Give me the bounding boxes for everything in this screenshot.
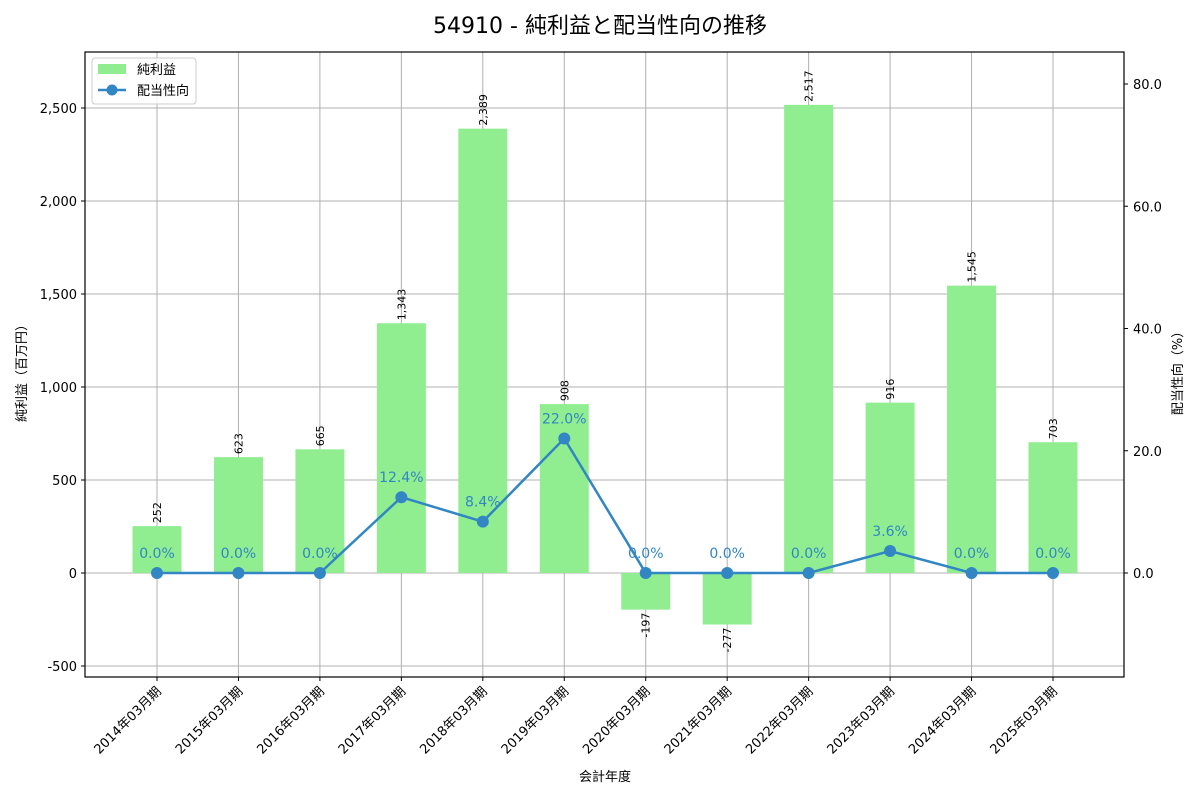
- bar-value-label: 1,545: [966, 251, 979, 283]
- payout-value-label: 0.0%: [221, 546, 257, 562]
- bar: [621, 573, 671, 610]
- payout-marker: [884, 544, 897, 557]
- bar-value-label: 623: [232, 433, 245, 454]
- x-tick-label: 2017年03月期: [336, 684, 409, 757]
- left-y-axis: -500 0 500 1,000 1,500 2,000 2,500: [40, 102, 85, 675]
- payout-marker: [313, 567, 326, 579]
- payout-marker: [395, 491, 408, 504]
- payout-marker: [802, 567, 815, 579]
- bar-value-label: 1,343: [395, 289, 408, 321]
- y2-tick-label: 80.0: [1133, 78, 1162, 93]
- y-tick-label: 2,000: [40, 195, 77, 210]
- bar-value-label: 252: [151, 502, 164, 523]
- x-tick-label: 2025年03月期: [988, 684, 1061, 757]
- y-tick-label: 0: [69, 567, 77, 582]
- payout-value-label: 0.0%: [302, 546, 338, 562]
- bar: [539, 404, 589, 573]
- payout-marker: [558, 432, 571, 445]
- bar-value-label: 2,517: [803, 70, 816, 102]
- x-tick-label: 2022年03月期: [743, 684, 816, 757]
- payout-value-label: 12.4%: [379, 470, 423, 486]
- payout-value-label: 22.0%: [542, 412, 586, 428]
- payout-marker: [476, 515, 489, 528]
- x-tick-label: 2020年03月期: [580, 684, 653, 757]
- y2-tick-label: 40.0: [1133, 323, 1162, 338]
- x-axis: 2014年03月期 2015年03月期 2016年03月期 2017年03月期 2018…: [92, 677, 1061, 758]
- bar: [376, 323, 426, 573]
- x-tick-label: 2018年03月期: [417, 684, 490, 757]
- x-tick-label: 2014年03月期: [92, 684, 165, 757]
- payout-marker: [151, 567, 163, 579]
- y2-tick-label: 60.0: [1133, 200, 1162, 215]
- bar-value-label: -277: [721, 628, 734, 653]
- payout-value-label: 0.0%: [954, 546, 990, 562]
- bar-value-label: -197: [640, 613, 653, 638]
- bar-value-label: 703: [1047, 418, 1060, 439]
- bar-value-label: 665: [314, 425, 327, 446]
- bar: [458, 128, 508, 573]
- plot-frame: [84, 51, 1125, 678]
- x-tick-label: 2015年03月期: [173, 684, 246, 757]
- payout-value-label: 3.6%: [872, 524, 908, 540]
- payout-marker: [965, 567, 978, 579]
- payout-marker: [232, 567, 245, 579]
- bar: [1028, 442, 1078, 573]
- payout-value-label: 0.0%: [628, 546, 664, 562]
- y-tick-label: -500: [47, 660, 77, 675]
- right-y-axis-label: 配当性向（%）: [1170, 325, 1186, 415]
- payout-polyline: [157, 436, 1053, 575]
- bar: [865, 402, 915, 573]
- payout-line: [151, 432, 1059, 579]
- legend-label-net-income: 純利益: [137, 63, 176, 78]
- payout-value-label: 8.4%: [465, 495, 501, 511]
- chart-title: 54910 - 純利益と配当性向の推移: [433, 14, 767, 39]
- payout-marker: [639, 567, 652, 579]
- bar-value-label: 2,389: [477, 94, 490, 126]
- legend: 純利益 配当性向: [91, 57, 197, 105]
- y2-tick-label: 0.0: [1133, 567, 1154, 582]
- payout-value-label: 0.0%: [791, 546, 827, 562]
- left-y-axis-label: 純利益（百万円）: [15, 318, 30, 422]
- right-y-axis: 0.0 20.0 40.0 60.0 80.0: [1124, 78, 1162, 582]
- legend-label-payout-ratio: 配当性向: [137, 83, 189, 99]
- data-labels: 252 623 665 1,343 2,389 908 -197 -277 2,517 916 1,…: [139, 70, 1071, 652]
- payout-value-label: 0.0%: [139, 546, 175, 562]
- bars: [132, 104, 1078, 625]
- bar: [702, 573, 752, 625]
- bar-value-label: 908: [558, 380, 571, 401]
- payout-value-label: 0.0%: [709, 546, 745, 562]
- y2-tick-label: 20.0: [1133, 445, 1162, 460]
- x-tick-label: 2024年03月期: [906, 684, 979, 757]
- y-tick-label: 2,500: [40, 102, 77, 117]
- bar: [213, 457, 263, 573]
- bar-value-label: 916: [884, 379, 897, 400]
- bar: [132, 526, 182, 573]
- x-tick-label: 2019年03月期: [499, 684, 572, 757]
- x-tick-label: 2016年03月期: [254, 684, 327, 757]
- y-tick-label: 500: [52, 474, 77, 489]
- legend-marker-icon: [106, 84, 118, 96]
- x-tick-label: 2023年03月期: [825, 684, 898, 757]
- bar: [784, 104, 834, 573]
- x-axis-label: 会計年度: [579, 769, 631, 785]
- payout-marker: [721, 567, 734, 579]
- payout-value-label: 0.0%: [1035, 546, 1071, 562]
- x-tick-label: 2021年03月期: [662, 684, 735, 757]
- payout-marker: [1047, 567, 1059, 579]
- bar: [947, 285, 997, 573]
- bar: [295, 449, 345, 573]
- legend-bar-swatch-icon: [98, 64, 126, 74]
- y-tick-label: 1,000: [40, 381, 77, 396]
- y-tick-label: 1,500: [40, 288, 77, 303]
